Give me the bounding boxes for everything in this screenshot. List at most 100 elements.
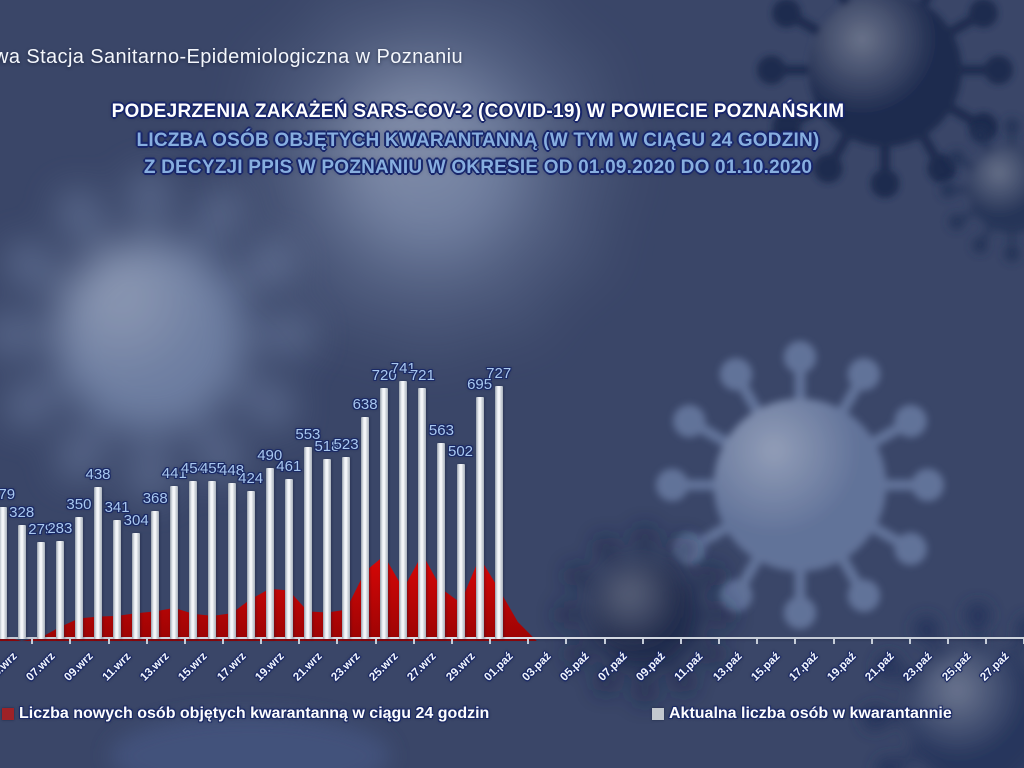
quarantine-bar <box>227 483 236 639</box>
quarantine-bar <box>132 533 141 639</box>
quarantine-bar <box>189 481 198 639</box>
axis-tick <box>183 639 186 644</box>
x-axis-date-label: 25.paź <box>939 650 974 684</box>
x-axis-date-label: 29.wrz <box>443 650 478 684</box>
legend-current-total: Aktualna liczba osób w kwarantannie <box>652 705 952 723</box>
x-axis-date-label: 23.wrz <box>329 650 363 684</box>
x-axis-date-label: 13.wrz <box>138 650 172 684</box>
legend-swatch-current <box>652 708 664 720</box>
bar-value-label: 341 <box>104 499 130 517</box>
quarantine-bar <box>494 386 503 639</box>
x-axis-date-label: 27.wrz <box>405 650 440 684</box>
legend-label-new-cases: Liczba nowych osób objętych kwarantanną … <box>19 705 490 722</box>
quarantine-bar <box>342 456 351 639</box>
x-axis-date-label: 09.wrz <box>62 650 96 684</box>
bar-value-label: 424 <box>238 470 264 488</box>
axis-tick <box>870 639 873 644</box>
bar-value-label: 638 <box>352 395 378 413</box>
axis-tick <box>69 639 72 644</box>
bar-value-label: 455 <box>199 459 225 477</box>
axis-tick <box>565 639 568 644</box>
bar-value-label: 350 <box>66 496 92 514</box>
bar-value-label: 441 <box>161 464 187 482</box>
axis-tick <box>450 639 453 644</box>
axis-tick <box>336 639 339 644</box>
bar-value-label: 438 <box>85 465 111 483</box>
bar-value-label: 283 <box>47 519 73 537</box>
org-name-header: wa Stacja Sanitarno-Epidemiologiczna w P… <box>0 46 464 68</box>
axis-tick <box>31 639 34 644</box>
axis-tick <box>374 639 377 644</box>
axis-tick <box>756 639 759 644</box>
quarantine-bar <box>418 388 427 639</box>
quarantine-bar <box>437 443 446 639</box>
x-axis-date-label: 01.paź <box>481 650 516 684</box>
x-axis-date-label: 23.paź <box>901 650 936 684</box>
bar-value-label: 304 <box>123 512 149 530</box>
axis-tick <box>298 639 301 644</box>
axis-tick <box>603 639 606 644</box>
axis-tick <box>107 639 110 644</box>
quarantine-bar <box>94 486 102 639</box>
quarantine-bar <box>246 491 255 639</box>
quarantine-bar <box>380 388 389 639</box>
bar-value-label: 563 <box>428 422 454 440</box>
axis-tick <box>947 639 950 644</box>
quarantine-bar <box>17 524 26 639</box>
x-axis-date-label: 19.wrz <box>253 650 287 684</box>
bar-value-label: 279 <box>28 520 54 538</box>
x-axis-date-label: 03.paź <box>520 650 554 684</box>
bar-value-label: 727 <box>486 365 512 382</box>
bar-value-label: 553 <box>295 425 321 443</box>
quarantine-bar <box>0 507 7 639</box>
x-axis-date-label: 11.wrz <box>100 650 134 684</box>
axis-tick <box>679 639 682 644</box>
bar-value-label: 523 <box>333 435 359 453</box>
quarantine-bar <box>303 446 312 639</box>
bar-value-label: 379 <box>0 486 16 504</box>
quarantine-bar <box>399 381 408 639</box>
legend-new-cases: Liczba nowych osób objętych kwarantanną … <box>2 705 489 723</box>
quarantine-bar <box>170 485 179 639</box>
legend-label-current-total: Aktualna liczba osób w kwarantannie <box>669 705 952 722</box>
bar-value-label: 721 <box>409 367 435 385</box>
x-axis-date-label: 13.paź <box>710 650 745 684</box>
quarantine-bar <box>265 468 274 639</box>
quarantine-bar <box>322 458 331 639</box>
axis-tick <box>985 639 988 644</box>
x-axis-date-label: 07.wrz <box>24 650 58 684</box>
quarantine-bar <box>55 540 64 639</box>
quarantine-bar <box>475 397 484 639</box>
background-blob <box>110 714 390 768</box>
axis-tick <box>718 639 721 644</box>
axis-tick <box>641 639 644 644</box>
legend-swatch-new-cases <box>2 708 14 720</box>
x-axis-date-label: 17.paź <box>787 650 821 684</box>
axis-tick <box>527 639 530 644</box>
axis-tick <box>794 639 797 644</box>
bar-value-label: 328 <box>9 503 35 521</box>
bar-value-label: 368 <box>142 489 168 507</box>
quarantine-bar <box>208 480 217 639</box>
quarantine-bar <box>74 517 83 639</box>
x-axis-date-label: 15.wrz <box>176 650 211 684</box>
axis-tick <box>260 639 263 644</box>
x-axis-date-label: 19.paź <box>825 650 859 684</box>
x-axis-date-label: 11.paź <box>673 650 706 684</box>
axis-tick <box>412 639 415 644</box>
axis-tick <box>489 639 492 644</box>
quarantine-bar <box>151 510 160 639</box>
title-block: PODEJRZENIA ZAKAŻEŃ SARS-COV-2 (COVID-19… <box>0 101 956 184</box>
x-axis-date-label: 15.paź <box>749 650 783 684</box>
axis-tick <box>832 639 835 644</box>
x-axis-date-label: 27.paź <box>978 650 1012 684</box>
chart-title-line-3: Z DECYZJI PPIS W POZNANIU W OKRESIE OD 0… <box>143 157 813 178</box>
quarantine-bar <box>113 520 122 639</box>
x-axis-date-label: 21.wrz <box>291 650 325 684</box>
quarantine-bar <box>361 416 370 639</box>
axis-tick <box>908 639 911 644</box>
quarantine-bar <box>456 464 465 639</box>
